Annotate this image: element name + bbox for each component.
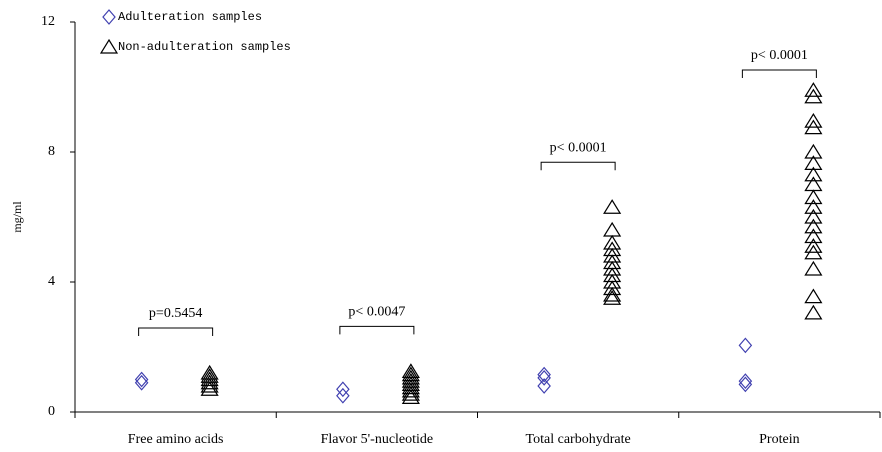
diamond-point — [102, 9, 116, 25]
y-axis-label: mg/ml — [10, 201, 24, 233]
y-tick-label: 8 — [48, 144, 55, 159]
diamond-point — [336, 387, 350, 404]
triangle-point — [401, 366, 420, 382]
diamond-point — [738, 376, 753, 393]
p-value: p< 0.0047 — [348, 305, 405, 320]
bracket — [540, 161, 616, 171]
triangle-point — [804, 288, 823, 304]
triangle-point — [603, 290, 622, 305]
legend-label: Non-adulteration samples — [118, 40, 291, 54]
diamond-point — [537, 378, 551, 394]
triangle-point — [603, 221, 622, 237]
triangle-point — [200, 368, 219, 383]
triangle-point — [804, 199, 823, 214]
triangle-point — [804, 166, 823, 182]
diamond-point — [537, 369, 551, 386]
x-tick-label: Flavor 5'-nucleotide — [321, 432, 434, 447]
triangle-point — [401, 363, 420, 378]
triangle-point — [804, 176, 823, 192]
bracket — [741, 69, 817, 78]
p-value: p=0.5454 — [149, 306, 202, 321]
triangle-point — [804, 218, 823, 234]
y-tick-label: 4 — [48, 274, 55, 289]
triangle-point — [804, 228, 823, 244]
triangle-point — [804, 143, 823, 159]
triangle-point — [804, 208, 823, 224]
x-tick-label: Free amino acids — [128, 432, 224, 447]
triangle-point — [804, 260, 823, 276]
triangle-point — [603, 234, 622, 250]
diamond-point — [336, 381, 350, 398]
p-value: p< 0.0001 — [550, 140, 607, 155]
y-tick-label: 0 — [48, 404, 55, 419]
diamond-point — [738, 373, 753, 390]
bracket — [339, 325, 415, 335]
triangle-point — [804, 304, 823, 320]
triangle-point — [804, 189, 823, 205]
triangle-point — [99, 38, 119, 54]
diamond-point — [738, 337, 753, 354]
diamond-point — [134, 374, 149, 391]
triangle-point — [804, 112, 823, 128]
x-tick-label: Protein — [759, 432, 799, 447]
bracket — [138, 327, 214, 336]
triangle-point — [804, 82, 823, 97]
triangle-point — [804, 238, 823, 253]
legend-label: Adulteration samples — [118, 10, 262, 24]
y-tick-label: 12 — [41, 14, 55, 29]
p-value: p< 0.0001 — [751, 48, 808, 63]
diamond-point — [134, 371, 149, 388]
triangle-point — [804, 155, 823, 170]
diamond-point — [537, 366, 551, 383]
triangle-point — [603, 199, 622, 214]
x-tick-label: Total carbohydrate — [526, 432, 631, 447]
triangle-point — [200, 364, 219, 380]
